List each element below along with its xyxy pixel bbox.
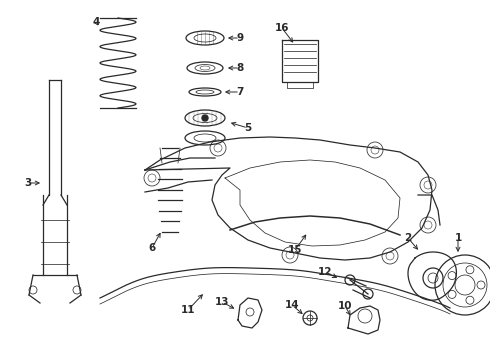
Text: 11: 11 (181, 305, 195, 315)
Text: 6: 6 (148, 243, 156, 253)
Text: 10: 10 (338, 301, 352, 311)
Text: 5: 5 (245, 123, 252, 133)
Text: 4: 4 (92, 17, 99, 27)
Circle shape (202, 115, 208, 121)
Text: 7: 7 (236, 87, 244, 97)
Text: 16: 16 (275, 23, 289, 33)
Text: 9: 9 (237, 33, 244, 43)
Text: 1: 1 (454, 233, 462, 243)
Text: 15: 15 (288, 245, 302, 255)
Text: 2: 2 (404, 233, 412, 243)
Text: 13: 13 (215, 297, 229, 307)
Text: 14: 14 (285, 300, 299, 310)
Text: 8: 8 (236, 63, 244, 73)
Text: 3: 3 (24, 178, 32, 188)
Text: 12: 12 (318, 267, 332, 277)
